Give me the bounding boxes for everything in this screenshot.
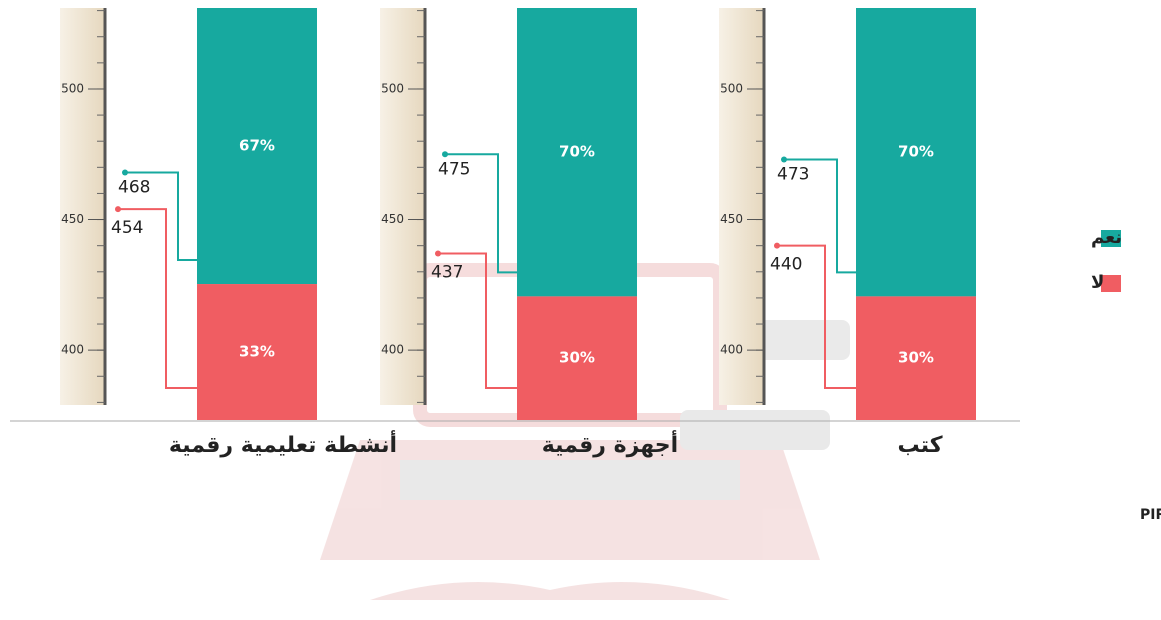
score-label: 475 bbox=[438, 159, 470, 179]
ruler bbox=[60, 8, 104, 405]
score-label: 454 bbox=[111, 218, 143, 238]
legend-swatch bbox=[1101, 230, 1121, 247]
score-dot bbox=[774, 242, 780, 249]
score-dot bbox=[122, 169, 128, 176]
y-tick-label: 400 bbox=[61, 343, 84, 357]
y-tick-label: 400 bbox=[381, 343, 404, 357]
score-label: 468 bbox=[118, 178, 150, 198]
connector bbox=[438, 252, 517, 389]
category-label: أجهزة رقمية bbox=[542, 429, 678, 458]
bar-segment bbox=[517, 296, 637, 420]
source: المصدر: بيانات IEA عن نتائج الدول في PIR… bbox=[1140, 507, 1161, 523]
connector bbox=[445, 153, 517, 274]
score-dot bbox=[442, 151, 448, 158]
bar-segment bbox=[517, 8, 637, 297]
connector bbox=[118, 208, 197, 389]
bar-segment bbox=[197, 284, 317, 420]
score-dot bbox=[781, 156, 787, 163]
value-label: 70% bbox=[559, 143, 595, 161]
y-tick-label: 500 bbox=[720, 81, 743, 95]
ruler bbox=[380, 8, 424, 405]
bar-segment bbox=[856, 8, 976, 297]
score-dot bbox=[115, 206, 121, 213]
y-tick-label: 450 bbox=[61, 212, 84, 226]
connector bbox=[784, 158, 856, 274]
y-tick-label: 450 bbox=[720, 212, 743, 226]
score-label: 437 bbox=[431, 263, 463, 283]
category-label: كتب bbox=[897, 433, 942, 458]
value-label: 70% bbox=[898, 143, 934, 161]
category-label: أنشطة تعليمية رقمية bbox=[169, 429, 397, 458]
ruler bbox=[719, 8, 763, 405]
value-label: 67% bbox=[239, 137, 275, 155]
score-label: 473 bbox=[777, 164, 809, 184]
y-tick-label: 500 bbox=[381, 81, 404, 95]
value-label: 30% bbox=[898, 349, 934, 367]
y-tick-label: 500 bbox=[61, 81, 84, 95]
connector bbox=[777, 244, 856, 389]
bar-segment bbox=[856, 296, 976, 420]
value-label: 30% bbox=[559, 349, 595, 367]
bar-segment bbox=[197, 8, 317, 285]
score-dot bbox=[435, 250, 441, 257]
legend-label: لا bbox=[1091, 272, 1104, 293]
y-tick-label: 450 bbox=[381, 212, 404, 226]
connector bbox=[125, 171, 197, 262]
legend-label: نعم bbox=[1091, 227, 1122, 248]
score-label: 440 bbox=[770, 255, 802, 275]
value-label: 33% bbox=[239, 343, 275, 361]
y-tick-label: 400 bbox=[720, 343, 743, 357]
legend-swatch bbox=[1101, 275, 1121, 292]
